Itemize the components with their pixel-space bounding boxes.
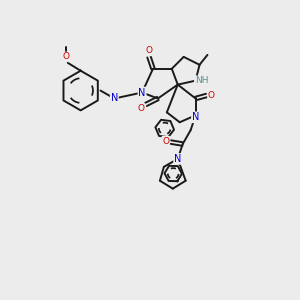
- Text: O: O: [208, 91, 215, 100]
- Text: N: N: [138, 88, 146, 98]
- Text: O: O: [146, 46, 152, 56]
- Text: N: N: [192, 112, 199, 122]
- Text: O: O: [62, 52, 69, 62]
- Text: N: N: [174, 154, 182, 164]
- Text: NH: NH: [195, 76, 208, 85]
- Text: N: N: [111, 94, 118, 103]
- Text: O: O: [138, 104, 145, 113]
- Text: O: O: [162, 136, 169, 146]
